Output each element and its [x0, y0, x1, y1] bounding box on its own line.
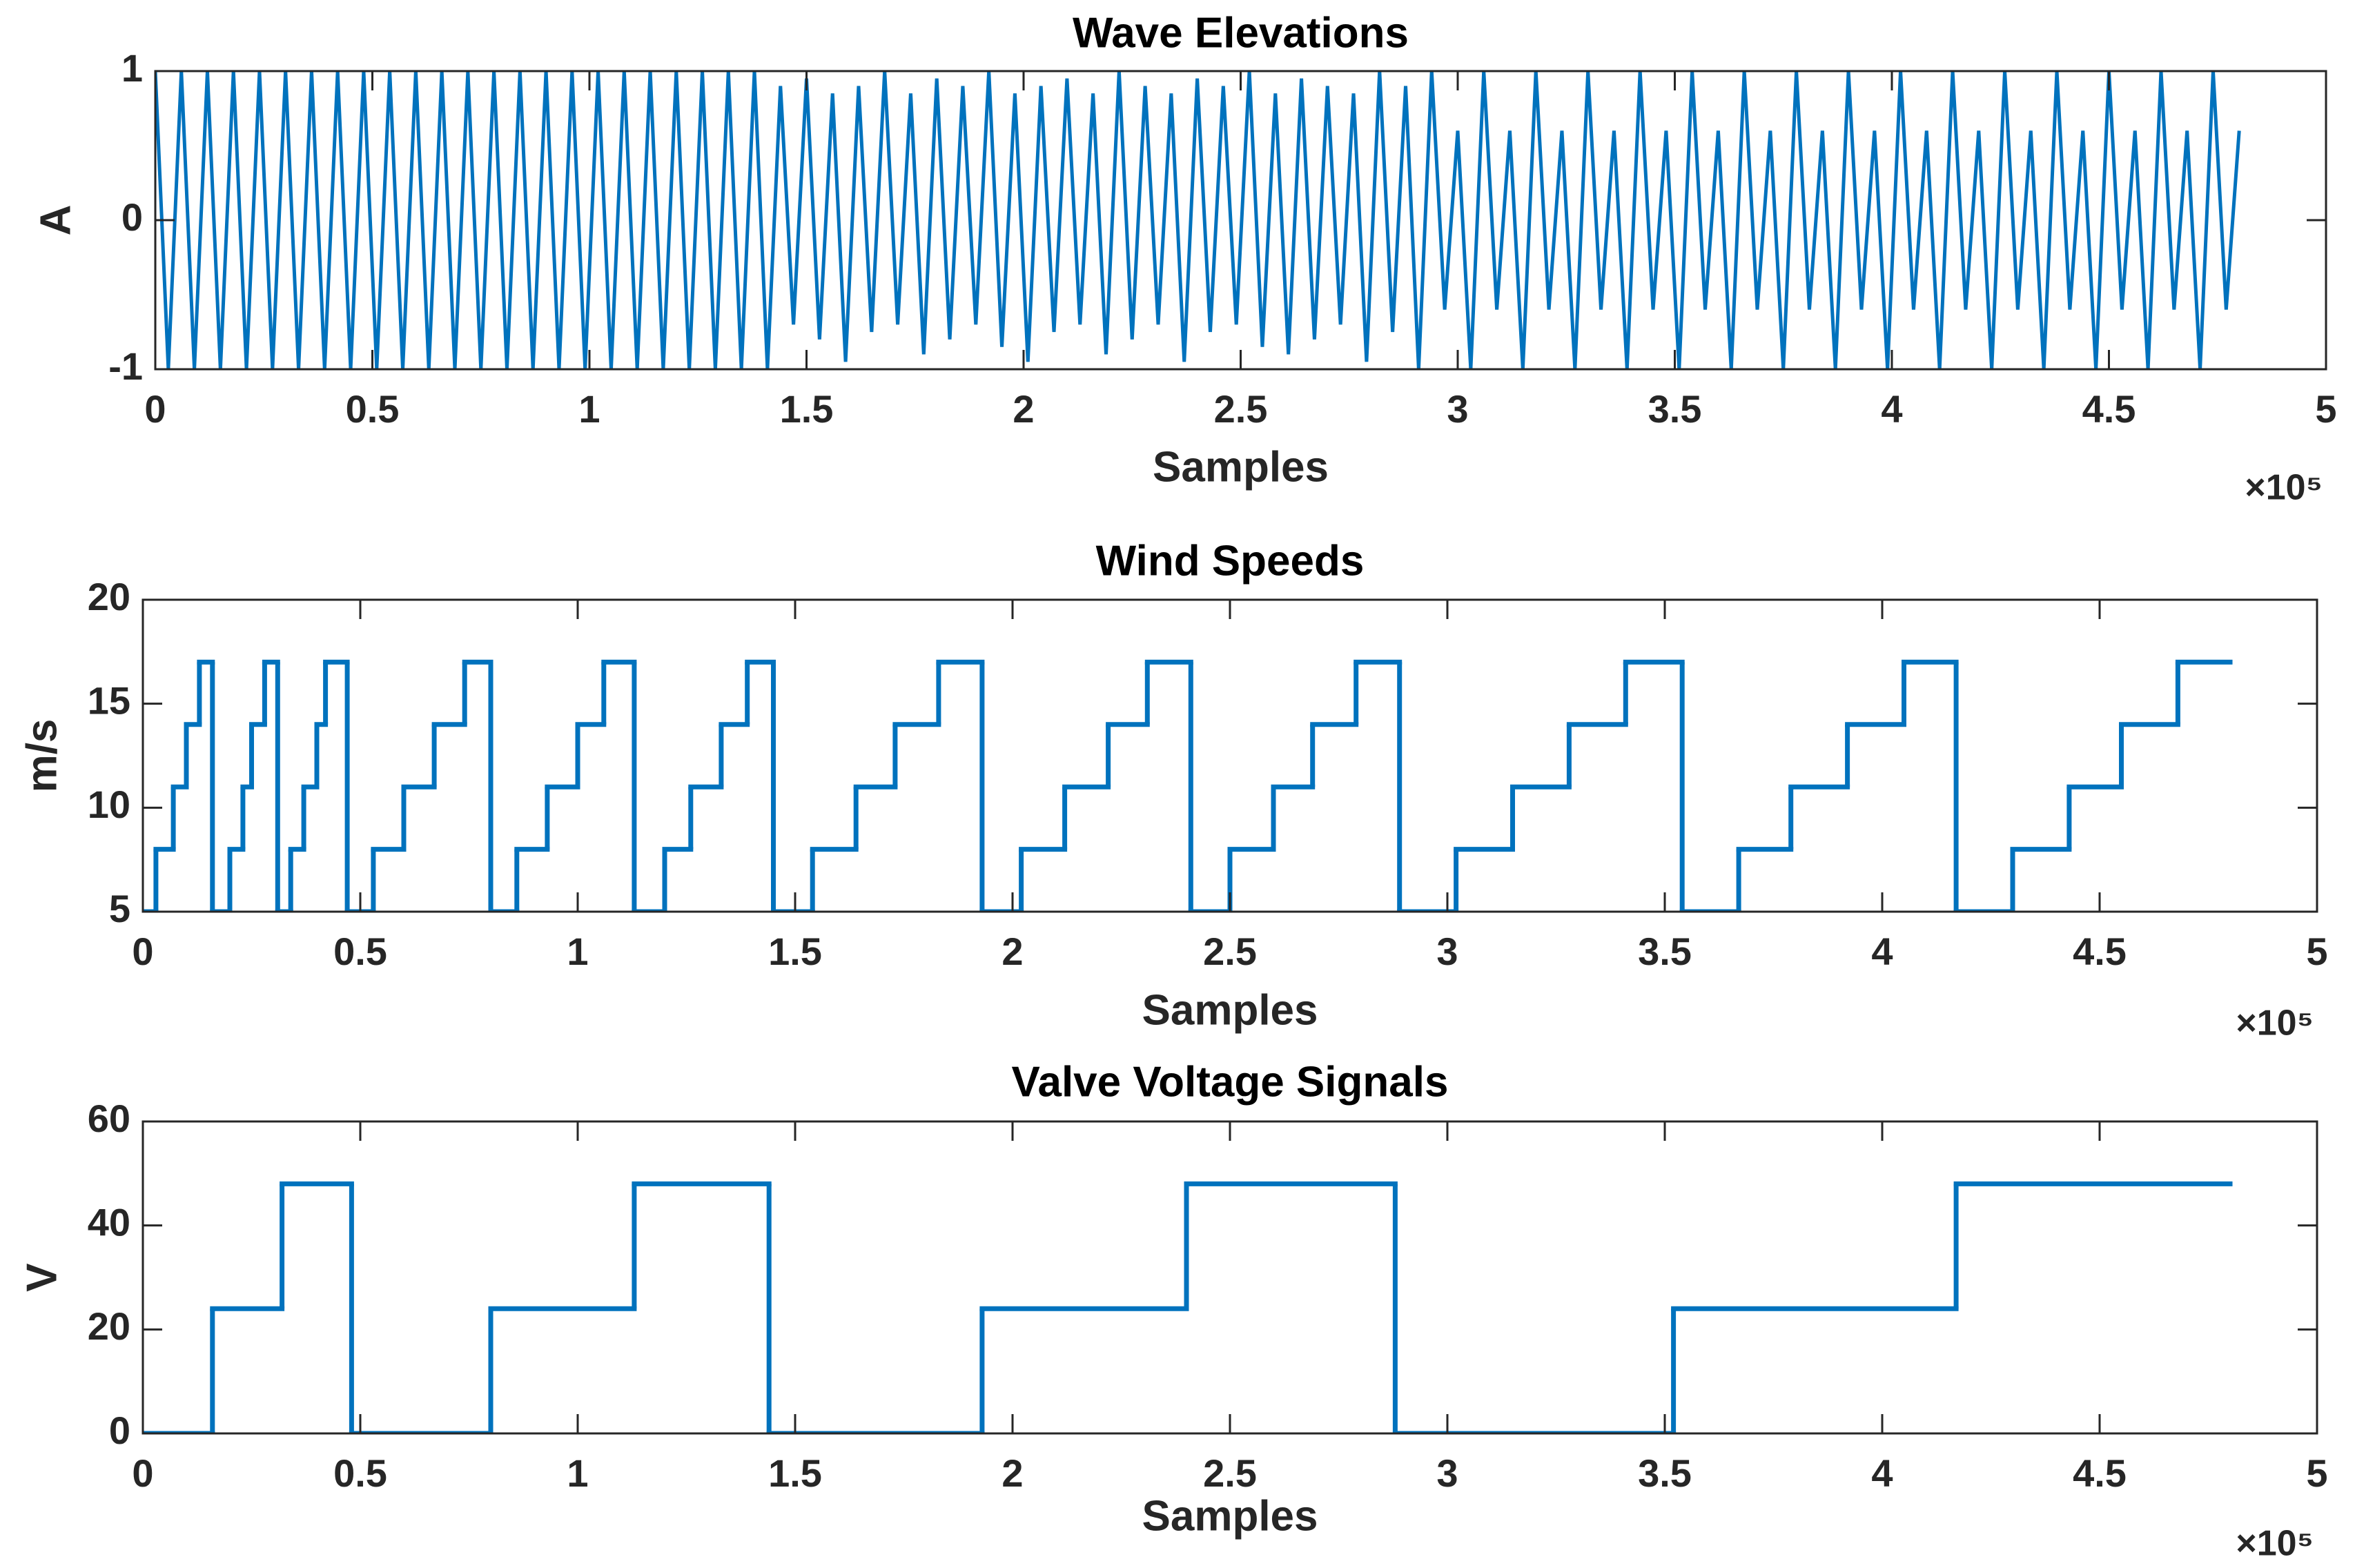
x-exponent-label: ×10⁵ — [2236, 1003, 2314, 1043]
y-axis-label: V — [18, 1263, 66, 1291]
x-tick-label: 4.5 — [2082, 387, 2136, 431]
x-tick-label: 1.5 — [780, 387, 834, 431]
y-tick-label: 0 — [109, 1409, 130, 1452]
x-tick-label: 3.5 — [1638, 930, 1692, 973]
y-axis-label: A — [32, 205, 79, 236]
x-tick-label: 1.5 — [768, 930, 822, 973]
wave-line — [155, 71, 2241, 369]
y-tick-label: 5 — [109, 887, 130, 930]
x-tick-label: 5 — [2315, 387, 2336, 431]
x-tick-label: 5 — [2306, 1451, 2327, 1495]
x-tick-label: 2 — [1013, 387, 1034, 431]
x-tick-label: 4 — [1871, 930, 1893, 973]
x-tick-label: 1 — [578, 387, 600, 431]
plot-area — [143, 1181, 2233, 1433]
x-tick-label: 0 — [144, 387, 166, 431]
y-tick-label: 1 — [121, 46, 143, 90]
x-tick-label: 3.5 — [1638, 1451, 1692, 1495]
y-tick-label: 20 — [88, 575, 130, 618]
x-tick-label: 4 — [1871, 1451, 1893, 1495]
x-tick-label: 1.5 — [768, 1451, 822, 1495]
x-tick-label: 1 — [567, 1451, 588, 1495]
x-tick-label: 3 — [1436, 930, 1458, 973]
x-axis-label: Samples — [1142, 1492, 1318, 1540]
x-tick-label: 0 — [132, 930, 153, 973]
x-tick-label: 4.5 — [2073, 1451, 2127, 1495]
chart-title: Wind Speeds — [1096, 537, 1365, 585]
plot-background — [143, 1121, 2317, 1433]
x-tick-label: 1 — [567, 930, 588, 973]
y-tick-label: 60 — [88, 1097, 130, 1140]
x-tick-label: 2 — [1001, 930, 1023, 973]
plot-area — [143, 659, 2233, 912]
y-tick-label: 10 — [88, 783, 130, 826]
chart-title: Wave Elevations — [1073, 9, 1409, 57]
x-tick-label: 3.5 — [1648, 387, 1702, 431]
x-exponent-label: ×10⁵ — [2245, 468, 2323, 508]
x-tick-label: 4.5 — [2073, 930, 2127, 973]
x-exponent-label: ×10⁵ — [2236, 1524, 2314, 1564]
x-tick-label: 2.5 — [1203, 1451, 1257, 1495]
y-tick-label: -1 — [108, 344, 143, 388]
x-tick-label: 3 — [1447, 387, 1468, 431]
x-tick-label: 2 — [1001, 1451, 1023, 1495]
x-tick-label: 3 — [1436, 1451, 1458, 1495]
x-axis-label: Samples — [1142, 986, 1318, 1034]
x-tick-label: 0.5 — [333, 930, 387, 973]
x-tick-label: 0 — [132, 1451, 153, 1495]
y-axis-label: m/s — [18, 719, 66, 793]
x-tick-label: 2.5 — [1203, 930, 1257, 973]
x-axis-label: Samples — [1153, 443, 1329, 491]
subplot: 0 0.5 1 1.5 2 2.5 3 3.5 4 4.5 5 0 20 40 60 Valve Voltag… — [18, 1058, 2327, 1563]
y-tick-label: 20 — [88, 1304, 130, 1348]
y-tick-label: 0 — [121, 195, 143, 239]
y-tick-label: 40 — [88, 1200, 130, 1244]
x-tick-label: 0.5 — [346, 387, 400, 431]
plot-area — [155, 71, 2241, 369]
subplot: 0 0.5 1 1.5 2 2.5 3 3.5 4 4.5 5 5 10 15 20 Wind Speeds S… — [18, 537, 2327, 1043]
x-tick-label: 5 — [2306, 930, 2327, 973]
x-tick-label: 2.5 — [1214, 387, 1268, 431]
y-tick-label: 15 — [88, 678, 130, 722]
x-tick-label: 0.5 — [333, 1451, 387, 1495]
chart-title: Valve Voltage Signals — [1012, 1058, 1449, 1106]
x-tick-label: 4 — [1881, 387, 1902, 431]
